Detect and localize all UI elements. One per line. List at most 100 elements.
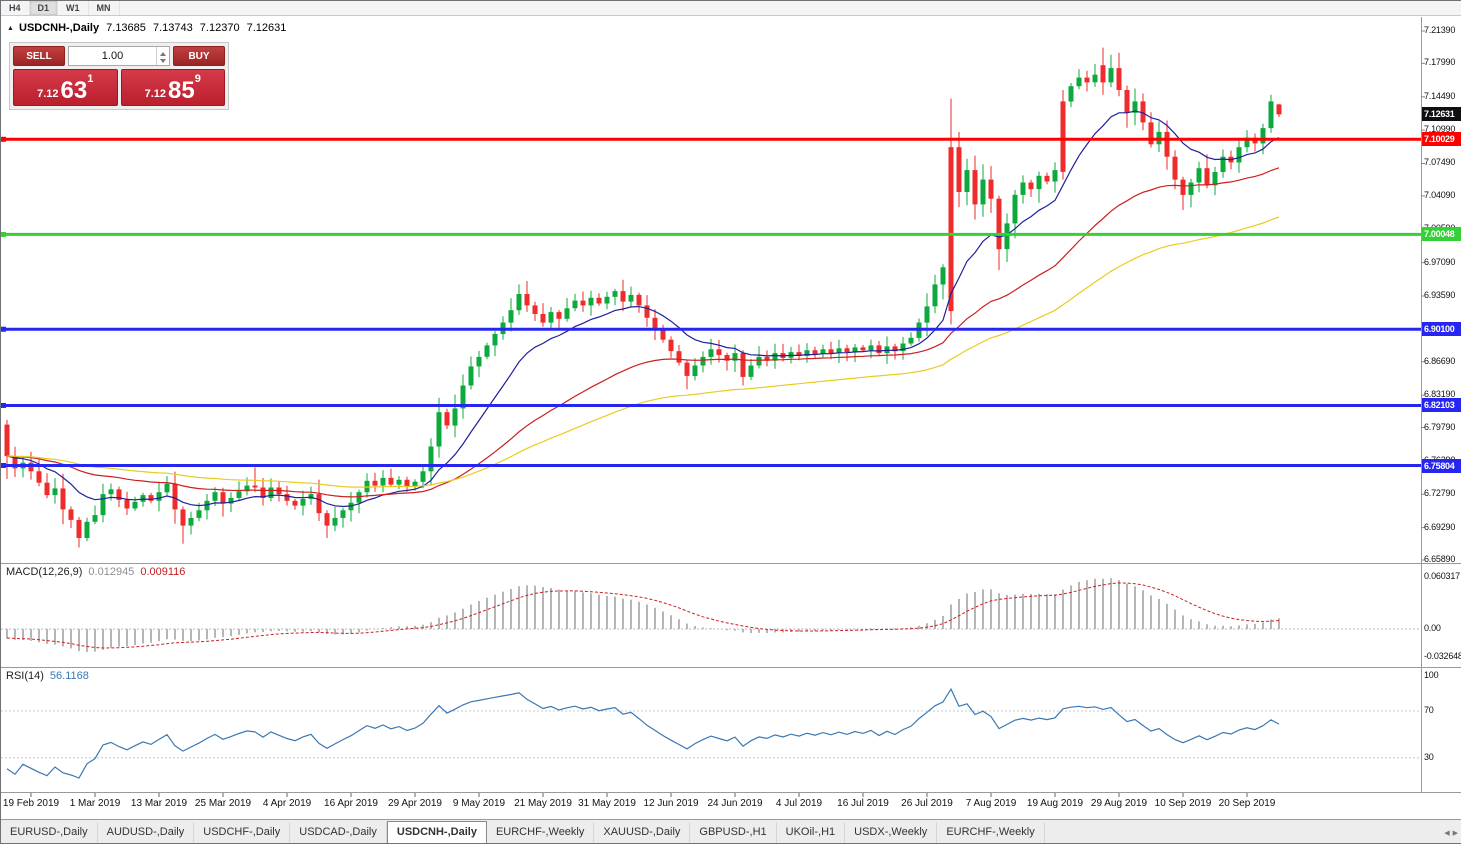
price-scale-label: 7.04090 bbox=[1424, 189, 1456, 200]
chart-tab-ukoil-h1[interactable]: UKOil-,H1 bbox=[777, 822, 846, 843]
price-scale-label: 6.72790 bbox=[1424, 488, 1456, 499]
chart-tab-usdchf-daily[interactable]: USDCHF-,Daily bbox=[194, 822, 291, 843]
level-left-marker bbox=[1, 231, 6, 237]
collapse-chart-icon[interactable]: ▲ bbox=[7, 25, 14, 32]
rsi-line bbox=[6, 687, 1280, 779]
volume-spinner bbox=[156, 47, 169, 65]
macd-scale-label: 0.00 bbox=[1424, 623, 1441, 633]
chart-tab-bar: EURUSD-,Daily AUDUSD-,Daily USDCHF-,Daily U… bbox=[1, 819, 1461, 843]
date-axis-label: 4 Jul 2019 bbox=[775, 798, 823, 809]
date-axis-label: 21 May 2019 bbox=[514, 798, 572, 809]
period-button-mn[interactable]: MN bbox=[89, 1, 120, 15]
price-scale-label: 6.93590 bbox=[1424, 289, 1456, 300]
date-axis-label: 19 Feb 2019 bbox=[2, 798, 60, 809]
level-left-marker bbox=[1, 326, 6, 332]
date-axis-label: 25 Mar 2019 bbox=[194, 798, 252, 809]
sell-price-panel[interactable]: 7.12 63 1 bbox=[13, 69, 118, 106]
price-scale-label: 7.10990 bbox=[1424, 124, 1456, 135]
buy-price-base: 7.12 bbox=[144, 88, 167, 100]
ohlc-close: 7.12631 bbox=[246, 22, 287, 34]
chart-tab-eurchf-weekly[interactable]: EURCHF-,Weekly bbox=[487, 822, 595, 843]
volume-field[interactable]: 1.00 bbox=[68, 46, 170, 66]
level-left-marker bbox=[1, 402, 6, 408]
current-price-tag: 7.12631 bbox=[1422, 107, 1461, 122]
date-axis-label: 26 Jul 2019 bbox=[901, 798, 953, 809]
date-axis-label: 10 Sep 2019 bbox=[1154, 798, 1212, 809]
price-scale-label: 6.83190 bbox=[1424, 389, 1456, 400]
rsi-value: 56.1168 bbox=[49, 670, 89, 682]
ohlc-low: 7.12370 bbox=[199, 22, 240, 34]
ma-slow-line bbox=[6, 216, 1280, 488]
date-axis-label: 29 Aug 2019 bbox=[1090, 798, 1148, 809]
price-scale-label: 7.17990 bbox=[1424, 57, 1456, 68]
chart-title: ▲ USDCNH-,Daily 7.13685 7.13743 7.12370 … bbox=[7, 22, 290, 34]
ma-mid-line bbox=[6, 167, 1280, 498]
one-click-price-row: 7.12 63 1 7.12 85 9 bbox=[13, 69, 225, 106]
level-left-marker bbox=[1, 463, 6, 469]
price-scale-label: 6.65890 bbox=[1424, 553, 1456, 564]
spinner-up-icon[interactable] bbox=[157, 47, 169, 56]
macd-main-value: 0.012945 bbox=[88, 566, 135, 578]
chart-tab-usdx-weekly[interactable]: USDX-,Weekly bbox=[845, 822, 938, 843]
rsi-name: RSI(14) bbox=[6, 670, 44, 682]
buy-price-pips: 85 bbox=[168, 77, 195, 104]
date-axis-label: 4 Apr 2019 bbox=[262, 798, 312, 809]
macd-histogram bbox=[6, 578, 1280, 652]
sell-price-pips: 63 bbox=[60, 77, 88, 104]
level-price-tag: 7.00048 bbox=[1422, 227, 1461, 242]
level-price-tag: 6.90100 bbox=[1422, 322, 1461, 337]
buy-button[interactable]: BUY bbox=[173, 46, 225, 66]
rsi-scale-label: 30 bbox=[1424, 751, 1434, 762]
price-scale-label: 6.69290 bbox=[1424, 521, 1456, 532]
spinner-down-icon[interactable] bbox=[157, 56, 169, 65]
date-axis-label: 16 Apr 2019 bbox=[324, 798, 378, 809]
level-price-tag: 7.10029 bbox=[1422, 132, 1461, 147]
macd-scale-label: -0.032648 bbox=[1424, 651, 1461, 662]
period-button-d1[interactable]: D1 bbox=[29, 1, 59, 15]
rsi-scale-label: 70 bbox=[1424, 705, 1434, 715]
chart-tab-xauusd-daily[interactable]: XAUUSD-,Daily bbox=[594, 822, 691, 843]
date-axis-label: 16 Jul 2019 bbox=[837, 798, 889, 809]
level-left-marker bbox=[1, 136, 6, 142]
timeframe-toolbar: H4 D1 W1 MN bbox=[1, 1, 1461, 16]
chart-tab-eurchf-weekly[interactable]: EURCHF-,Weekly bbox=[937, 822, 1045, 843]
tab-scroll-left-icon[interactable]: ◀ bbox=[1444, 830, 1450, 837]
tab-scroll-right-icon[interactable]: ▶ bbox=[1452, 830, 1458, 837]
level-price-tag: 6.75804 bbox=[1422, 458, 1461, 473]
period-button-w1[interactable]: W1 bbox=[58, 1, 89, 15]
price-scale-label: 7.14490 bbox=[1424, 90, 1456, 101]
date-axis-label: 24 Jun 2019 bbox=[707, 798, 763, 809]
one-click-trading-panel: SELL 1.00 BUY 7.12 63 1 7.12 85 9 bbox=[9, 42, 229, 110]
ma-fast-line bbox=[6, 110, 1280, 508]
candles-layer bbox=[4, 47, 1282, 548]
period-button-h4[interactable]: H4 bbox=[1, 1, 30, 15]
macd-indicator-label: MACD(12,26,9) 0.012945 0.009116 bbox=[6, 566, 185, 578]
date-axis-label: 9 May 2019 bbox=[452, 798, 506, 809]
chart-tab-usdcnh-daily[interactable]: USDCNH-,Daily bbox=[386, 821, 487, 843]
date-axis-label: 7 Aug 2019 bbox=[965, 798, 1017, 809]
volume-value[interactable]: 1.00 bbox=[101, 50, 124, 62]
chart-tab-usdcad-daily[interactable]: USDCAD-,Daily bbox=[290, 822, 387, 843]
price-scale-label: 6.97090 bbox=[1424, 256, 1456, 267]
macd-signal-line bbox=[6, 582, 1280, 649]
chart-tab-audusd-daily[interactable]: AUDUSD-,Daily bbox=[98, 822, 195, 843]
ohlc-high: 7.13743 bbox=[152, 22, 193, 34]
date-axis-label: 29 Apr 2019 bbox=[388, 798, 442, 809]
sell-button[interactable]: SELL bbox=[13, 46, 65, 66]
price-scale-label: 7.07490 bbox=[1424, 157, 1456, 168]
rsi-indicator-label: RSI(14) 56.1168 bbox=[6, 670, 89, 682]
ohlc-open: 7.13685 bbox=[106, 22, 146, 34]
chart-tab-gbpusd-h1[interactable]: GBPUSD-,H1 bbox=[690, 822, 777, 843]
price-scale-label: 7.21390 bbox=[1424, 25, 1456, 35]
tab-scroll-controls: ◀ ▶ bbox=[1444, 829, 1461, 843]
date-axis-label: 1 Mar 2019 bbox=[69, 798, 121, 809]
macd-name: MACD(12,26,9) bbox=[6, 566, 83, 578]
price-scale-label: 6.79790 bbox=[1424, 421, 1456, 432]
macd-signal-value: 0.009116 bbox=[140, 566, 186, 578]
date-axis-label: 19 Aug 2019 bbox=[1026, 798, 1084, 809]
one-click-top-row: SELL 1.00 BUY bbox=[13, 46, 225, 66]
chart-tab-eurusd-daily[interactable]: EURUSD-,Daily bbox=[1, 822, 98, 843]
buy-price-panel[interactable]: 7.12 85 9 bbox=[120, 69, 225, 106]
